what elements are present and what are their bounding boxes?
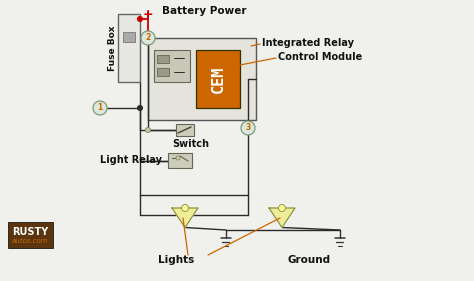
- Circle shape: [146, 128, 151, 133]
- Bar: [157, 68, 169, 76]
- Text: 2: 2: [146, 33, 151, 42]
- Bar: [123, 32, 135, 42]
- Circle shape: [137, 105, 143, 110]
- Text: Fuse Box: Fuse Box: [109, 25, 118, 71]
- Text: RUSTY: RUSTY: [12, 227, 49, 237]
- Circle shape: [241, 121, 255, 135]
- Circle shape: [93, 101, 107, 115]
- Text: Switch: Switch: [172, 139, 209, 149]
- Bar: [168, 153, 192, 168]
- Text: autos.com: autos.com: [12, 238, 49, 244]
- Text: CEM: CEM: [210, 65, 226, 93]
- Circle shape: [176, 156, 180, 160]
- Polygon shape: [172, 208, 198, 228]
- Text: Ground: Ground: [288, 255, 331, 265]
- Bar: [148, 38, 256, 120]
- Bar: [176, 124, 194, 136]
- Text: 3: 3: [246, 124, 251, 133]
- Text: Light Relay: Light Relay: [100, 155, 162, 165]
- Circle shape: [182, 205, 189, 212]
- Text: Battery Power: Battery Power: [162, 6, 246, 16]
- Bar: [118, 14, 140, 82]
- Circle shape: [145, 35, 151, 41]
- Bar: [8, 222, 53, 248]
- Text: +: +: [143, 8, 153, 21]
- Bar: [157, 55, 169, 63]
- Text: Control Module: Control Module: [278, 52, 362, 62]
- Bar: [154, 50, 190, 82]
- Bar: [196, 50, 240, 108]
- Text: Integrated Relay: Integrated Relay: [262, 38, 354, 48]
- Text: 1: 1: [97, 103, 103, 112]
- Circle shape: [279, 205, 285, 212]
- Polygon shape: [269, 208, 295, 228]
- Circle shape: [141, 31, 155, 45]
- Text: Lights: Lights: [158, 255, 194, 265]
- Circle shape: [137, 17, 143, 22]
